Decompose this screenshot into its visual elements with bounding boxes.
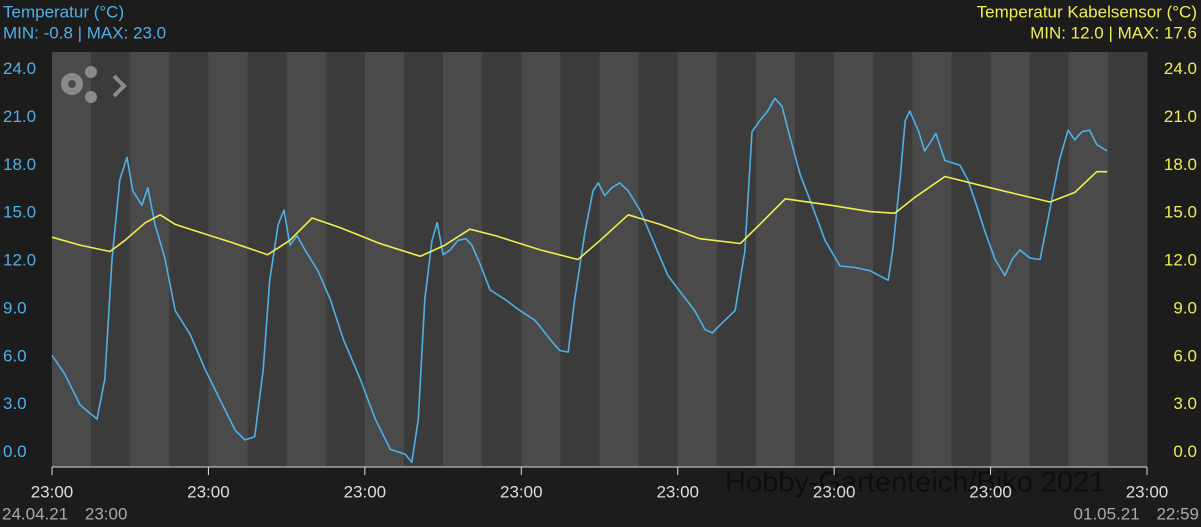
stripes bbox=[52, 52, 1148, 467]
x-tick-label: 23:00 bbox=[500, 482, 543, 501]
y-tick-label: 18.0 bbox=[3, 155, 36, 174]
x-tick-label: 23:00 bbox=[187, 482, 230, 501]
y-tick-label: 12.0 bbox=[3, 251, 36, 270]
stripe bbox=[286, 52, 327, 467]
y-tick-label: 6.0 bbox=[3, 346, 27, 365]
stripe bbox=[482, 52, 522, 467]
x-tick-label: 23:00 bbox=[656, 482, 699, 501]
x-tick-label: 23:00 bbox=[344, 482, 387, 501]
stripe bbox=[834, 52, 874, 467]
x-start-label: 24.04.21 23:00 bbox=[2, 504, 127, 523]
x-tick-label: 23:00 bbox=[31, 482, 74, 501]
gear-small bbox=[85, 91, 97, 103]
stripe bbox=[795, 52, 835, 467]
stripe bbox=[130, 52, 170, 467]
y2-tick-label: 24.0 bbox=[1164, 59, 1197, 78]
y2-tick-label: 18.0 bbox=[1164, 155, 1197, 174]
stripe bbox=[638, 52, 679, 467]
stripe bbox=[990, 52, 1031, 467]
stripe bbox=[364, 52, 405, 467]
x-tick-label: 23:00 bbox=[813, 482, 856, 501]
x-tick-label: 23:00 bbox=[1126, 482, 1169, 501]
stripe bbox=[912, 52, 952, 467]
stripe bbox=[403, 52, 444, 467]
y-tick-label: 0.0 bbox=[3, 442, 27, 461]
stripe bbox=[208, 52, 249, 467]
settings-icon[interactable] bbox=[61, 66, 127, 103]
y2-tick-label: 0.0 bbox=[1173, 442, 1197, 461]
y2-tick-label: 15.0 bbox=[1164, 203, 1197, 222]
watermark: Hobby-Gartenteich/Biko 2021 bbox=[725, 467, 1105, 499]
y-tick-label: 9.0 bbox=[3, 298, 27, 317]
stripe bbox=[873, 52, 913, 467]
gear-hole bbox=[68, 80, 76, 88]
line-series bbox=[51, 170, 1108, 261]
chevron bbox=[112, 74, 127, 98]
y-tick-label: 24.0 bbox=[3, 59, 36, 78]
stripe bbox=[677, 52, 718, 467]
y2-tick-label: 21.0 bbox=[1164, 107, 1197, 126]
stripe bbox=[1068, 52, 1109, 467]
left-title: Temperatur (°C) bbox=[3, 2, 124, 21]
gear-small bbox=[85, 66, 97, 78]
x-end-label: 01.05.21 22:59 bbox=[1074, 504, 1199, 523]
y2-tick-label: 9.0 bbox=[1173, 298, 1197, 317]
stripe bbox=[1107, 52, 1148, 467]
y-tick-label: 3.0 bbox=[3, 394, 27, 413]
stripe bbox=[951, 52, 992, 467]
right-title: Temperatur Kabelsensor (°C) bbox=[977, 2, 1197, 21]
y-tick-label: 21.0 bbox=[3, 107, 36, 126]
y-tick-label: 15.0 bbox=[3, 203, 36, 222]
stripe bbox=[716, 52, 757, 467]
right-subtitle: MIN: 12.0 | MAX: 17.6 bbox=[1030, 23, 1197, 42]
stripe bbox=[521, 52, 561, 467]
stripe bbox=[599, 52, 640, 467]
y2-tick-label: 3.0 bbox=[1173, 394, 1197, 413]
stripe bbox=[755, 52, 796, 467]
left-subtitle: MIN: -0.8 | MAX: 23.0 bbox=[3, 23, 166, 42]
stripe bbox=[91, 52, 131, 467]
y2-tick-label: 12.0 bbox=[1164, 251, 1197, 270]
stripe bbox=[247, 52, 288, 467]
stripe bbox=[325, 52, 366, 467]
stripe bbox=[169, 52, 209, 467]
stripe bbox=[443, 52, 483, 467]
x-tick-label: 23:00 bbox=[969, 482, 1012, 501]
line-series bbox=[51, 97, 1108, 463]
y2-tick-label: 6.0 bbox=[1173, 346, 1197, 365]
stripe bbox=[52, 52, 92, 467]
